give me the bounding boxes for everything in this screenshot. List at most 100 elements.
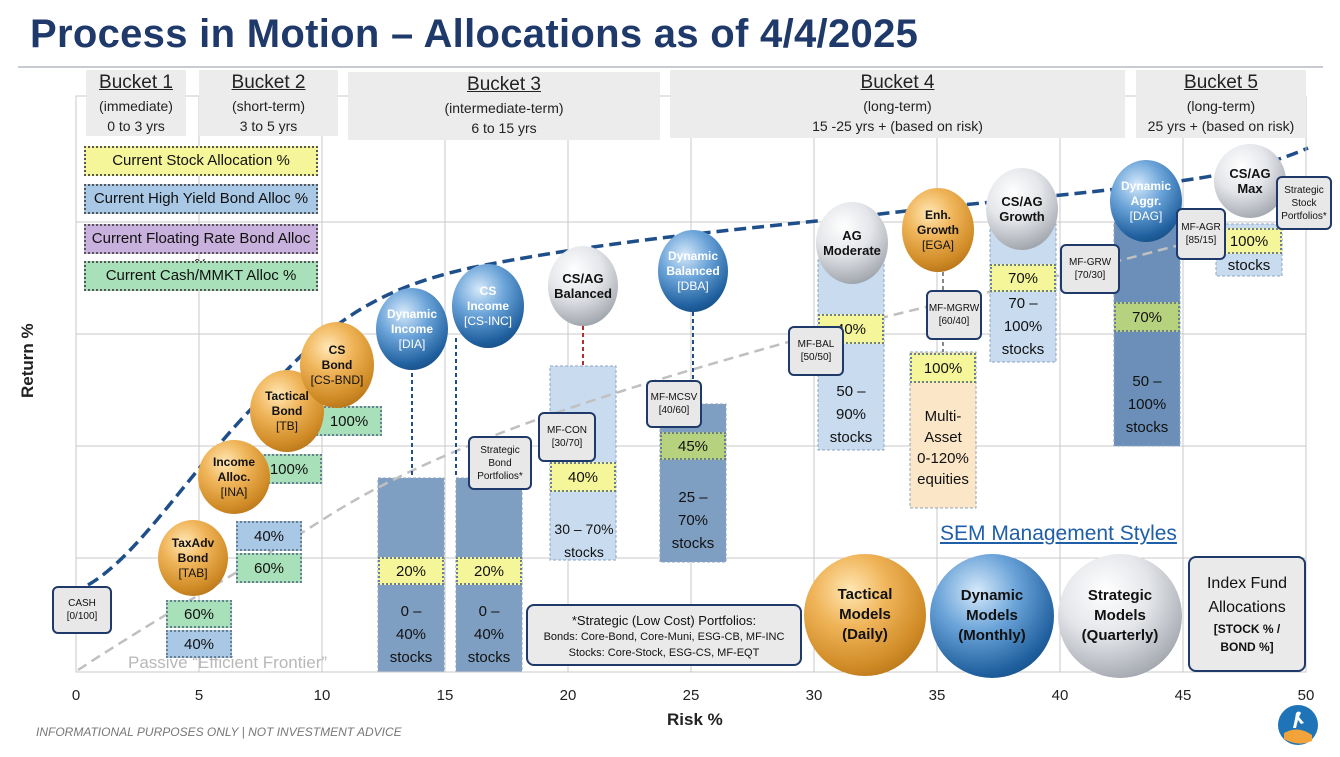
range-line: 70 – <box>1008 295 1038 312</box>
style-line: Strategic <box>1087 587 1153 604</box>
strategy-box: Strategic Bond Portfolios* <box>468 436 532 490</box>
range-line: stocks <box>1001 341 1045 358</box>
management-styles-title: SEM Management Styles <box>940 522 1177 545</box>
strategy-label-line: Alloc. <box>217 469 251 484</box>
strategy-label-line: Balanced <box>666 263 720 278</box>
bucket-subtitle: (intermediate-term) <box>444 100 564 116</box>
strategy-label-line: CS <box>479 283 497 298</box>
strategy-label-line: CS <box>328 342 346 357</box>
note-bonds: Bonds: Core-Bond, Core-Muni, ESG-CB, MF-… <box>543 631 785 643</box>
tab-cash-allocation: 60% <box>166 600 232 628</box>
dag-stock-range: 50 – 100% stocks <box>1114 370 1180 439</box>
style-line: Tactical <box>837 586 893 603</box>
range-line: Multi- <box>924 408 962 425</box>
y-axis-label: Return % <box>18 323 37 398</box>
page-title: Process in Motion – Allocations as of 4/… <box>30 12 919 56</box>
allocation-column <box>659 403 727 563</box>
strategy-box: MF-GRW [70/30] <box>1060 244 1120 294</box>
range-line: stocks <box>1125 419 1169 436</box>
strategy-label-line: [85/15] <box>1185 235 1217 246</box>
x-tick-label: 5 <box>195 687 203 704</box>
strategy-ball: Dynamic Income [DIA] <box>376 288 448 370</box>
x-tick-label: 40 <box>1052 687 1069 704</box>
bucket-range: 15 -25 yrs + (based on risk) <box>812 118 983 134</box>
dba-stock-allocation: 45% <box>660 432 726 460</box>
range-line: equities <box>917 471 969 488</box>
bucket-1-header: Bucket 1 (immediate) 0 to 3 yrs <box>86 70 186 136</box>
strategy-label-line: CASH <box>68 598 96 609</box>
dia-stock-range: 0 – 40% stocks <box>378 600 444 669</box>
note-stocks: Stocks: Core-Stock, ESG-CS, MF-EQT <box>568 647 760 659</box>
strategy-label-line: Max <box>1237 181 1263 196</box>
bucket-title: Bucket 1 <box>99 72 173 93</box>
strategy-label-line: Bond <box>177 550 209 565</box>
strategy-label-line: AG <box>842 228 862 243</box>
strategy-label-line: Growth <box>999 209 1045 224</box>
range-line: stocks <box>389 649 433 666</box>
strategy-ball: Enh. Growth [EGA] <box>902 188 974 272</box>
chart-axes: 0 5 10 15 20 25 30 35 40 45 50 <box>72 95 1314 704</box>
strategy-label-line: [TAB] <box>178 565 208 580</box>
x-tick-label: 30 <box>806 687 823 704</box>
style-line: Models <box>1094 607 1146 624</box>
legend-stock-allocation: Current Stock Allocation % <box>84 146 318 176</box>
disclaimer-footer: INFORMATIONAL PURPOSES ONLY | NOT INVEST… <box>36 725 402 739</box>
ega-stock-range: Multi- Asset 0-120% equities <box>906 406 980 490</box>
bucket-4-header: Bucket 4 (long-term) 15 -25 yrs + (based… <box>670 70 1125 138</box>
range-line: 70% <box>677 512 709 529</box>
index-line: BOND %] <box>1220 640 1274 654</box>
strategy-label-line: Portfolios* <box>477 470 523 482</box>
strategy-label-line: [0/100] <box>66 611 98 622</box>
strategy-label-line: [CS-BND] <box>310 372 364 387</box>
csbnd-cash-allocation: 100% <box>316 406 382 436</box>
strategic-models-ball: Strategic Models (Quarterly) <box>1058 554 1182 678</box>
bucket-range: 0 to 3 yrs <box>107 118 165 134</box>
range-line: 25 – <box>678 489 708 506</box>
strategy-label-line: Income <box>466 298 509 313</box>
strategy-label-line: MF-MCSV <box>650 392 698 403</box>
strategy-box: MF-BAL [50/50] <box>788 326 844 376</box>
strategy-label-line: CS/AG <box>1001 194 1043 209</box>
strategic-portfolios-note: *Strategic (Low Cost) Portfolios: Bonds:… <box>526 604 802 666</box>
bucket-range: 25 yrs + (based on risk) <box>1147 118 1295 134</box>
range-line: 90% <box>835 406 867 423</box>
strategy-label-line: Strategic <box>1284 184 1324 196</box>
x-tick-label: 25 <box>683 687 700 704</box>
bucket-subtitle: (immediate) <box>99 98 173 114</box>
style-line: (Quarterly) <box>1081 627 1159 644</box>
bucket-title: Bucket 2 <box>231 72 306 93</box>
agmod-stock-range: 50 – 90% stocks <box>818 380 884 449</box>
strategy-label-line: CS/AG <box>562 271 604 286</box>
strategy-label-line: MF-BAL <box>797 339 835 350</box>
strategy-label-line: MF-CON <box>547 425 587 436</box>
index-line: Allocations <box>1208 599 1286 616</box>
x-tick-label: 20 <box>560 687 577 704</box>
strategy-ball: Dynamic Aggr. [DAG] <box>1110 160 1182 242</box>
strategy-label-line: Dynamic <box>1120 178 1172 193</box>
x-axis-label: Risk % <box>667 710 723 729</box>
strategy-ball: CS/AG Balanced <box>548 246 618 326</box>
csinc-stock-allocation: 20% <box>456 557 522 585</box>
strategy-label-line: [CS-INC] <box>464 313 512 328</box>
strategy-ball: CS Bond [CS-BND] <box>300 322 374 408</box>
csag-growth-stock-range: 70 – 100% stocks <box>990 292 1056 361</box>
range-line: 0-120% <box>917 450 969 467</box>
dag-stock-allocation: 70% <box>1114 302 1180 332</box>
strategy-label-line: [DIA] <box>398 336 426 351</box>
bucket-title: Bucket 4 <box>860 72 935 93</box>
csinc-stock-range: 0 – 40% stocks <box>456 600 522 669</box>
dia-stock-allocation: 20% <box>378 557 444 585</box>
balanced-stock-allocation: 40% <box>550 462 616 492</box>
strategy-label-line: Aggr. <box>1130 193 1162 208</box>
tactical-models-ball: Tactical Models (Daily) <box>804 554 926 676</box>
bucket-range: 3 to 5 yrs <box>239 118 298 134</box>
range-line: 0 – <box>400 603 422 620</box>
strategy-label-line: Portfolios* <box>1281 210 1327 222</box>
legend-cash-mmkt: Current Cash/MMKT Alloc % <box>84 261 318 291</box>
csag-growth-stock-allocation: 70% <box>990 264 1056 292</box>
range-line: 50 – <box>1132 373 1162 390</box>
strategy-label-line: MF-AGR <box>1181 222 1221 233</box>
strategy-label-line: [DBA] <box>677 278 709 293</box>
x-tick-label: 0 <box>72 687 80 704</box>
bucket-subtitle: (short-term) <box>231 98 306 114</box>
